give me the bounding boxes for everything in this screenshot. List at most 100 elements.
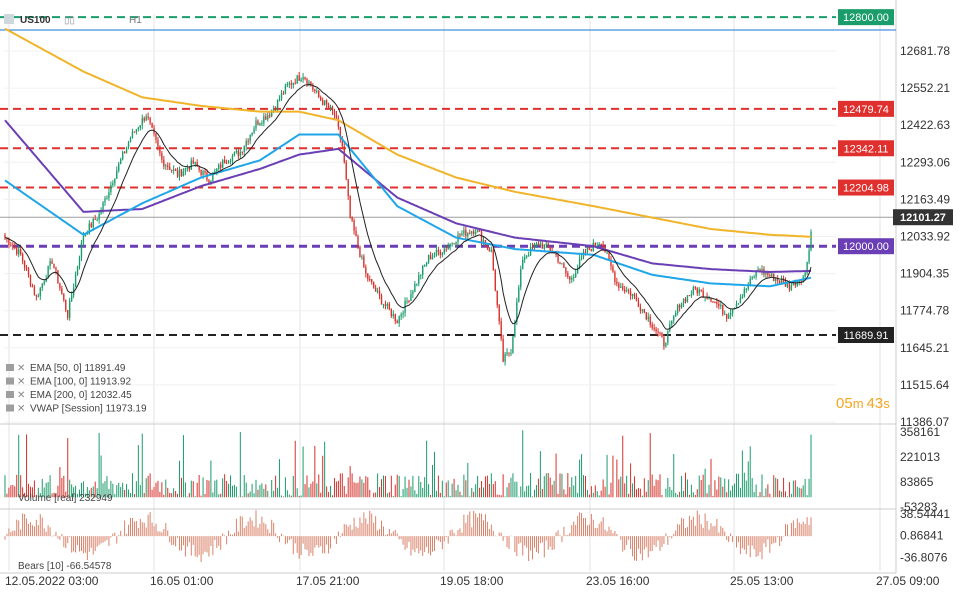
candle-body: [453, 243, 455, 245]
candle-body: [408, 300, 410, 302]
candle-body: [608, 252, 610, 260]
candle-body: [221, 159, 224, 168]
candle-body: [427, 254, 430, 263]
candle-body: [216, 168, 218, 172]
candle-body: [449, 243, 451, 247]
timeframe-label[interactable]: H1: [129, 15, 142, 26]
candle-body: [724, 314, 726, 316]
candle-body: [365, 267, 367, 274]
candle-body: [635, 296, 638, 301]
candle-body: [14, 246, 16, 249]
candle-body: [78, 257, 81, 267]
candle-body: [35, 294, 38, 297]
candle-body: [569, 276, 571, 280]
time-tick-label: 16.05 01:00: [150, 574, 214, 588]
candle-body: [131, 131, 134, 138]
candle-body: [731, 308, 734, 313]
candle-body: [510, 352, 512, 354]
candle-body: [620, 286, 622, 288]
candle-body: [288, 83, 291, 85]
level-tag: [838, 100, 894, 117]
candle-body: [192, 160, 194, 164]
level-tag-label: 12479.74: [843, 104, 889, 116]
candle-body: [333, 110, 336, 115]
candle-body: [661, 333, 663, 338]
legend-settings-icon: [6, 404, 14, 412]
candle-body: [488, 247, 491, 252]
legend-entry: EMA [200, 0] 12032.45: [30, 390, 132, 401]
candle-body: [467, 232, 469, 237]
candle-body: [139, 125, 141, 128]
candle-body: [806, 262, 808, 273]
menu-icon[interactable]: [4, 14, 14, 24]
candle-body: [406, 300, 408, 302]
candle-body: [710, 298, 712, 302]
candle-body: [508, 352, 510, 354]
candle-body: [676, 304, 679, 313]
candle-body: [170, 169, 173, 171]
candle-body: [339, 126, 342, 139]
candle-body: [18, 249, 20, 255]
candle-body: [561, 263, 563, 265]
candle-body: [392, 314, 394, 317]
candle-body: [535, 243, 538, 245]
candle-body: [239, 151, 242, 156]
price-tick-label: 12422.63: [900, 118, 950, 132]
candle-body: [94, 218, 96, 220]
candle-body: [400, 314, 402, 317]
candle-body: [657, 331, 659, 333]
legend-close-icon: ✕: [17, 390, 25, 401]
candle-body: [318, 90, 320, 98]
candle-body: [702, 290, 704, 298]
candle-body: [610, 259, 612, 267]
bears-tick-label: -36.8076: [900, 551, 948, 565]
candle-body: [422, 265, 424, 276]
candle-body: [539, 243, 542, 246]
candle-body: [371, 279, 373, 283]
candle-body: [414, 283, 416, 292]
candle-body: [486, 245, 489, 248]
candle-body: [341, 138, 343, 147]
candle-body: [349, 196, 351, 218]
time-tick-label: 12.05.2022 03:00: [5, 574, 99, 588]
legend-settings-icon: [6, 377, 14, 385]
candle-body: [792, 281, 795, 286]
candle-body: [278, 99, 281, 101]
candle-body: [300, 79, 302, 81]
candle-body: [680, 303, 683, 308]
candle-body: [380, 295, 383, 305]
candle-body: [25, 267, 28, 269]
candle-body: [708, 298, 710, 300]
volume-tick-label: -53283: [900, 500, 938, 514]
candle-body: [653, 327, 655, 330]
candle-body: [796, 281, 798, 286]
candle-body: [559, 262, 561, 264]
ema200-line: [4, 27, 812, 238]
candle-body: [382, 304, 385, 306]
candle-body: [590, 249, 593, 252]
candle-body: [180, 169, 183, 177]
candle-body: [188, 167, 191, 170]
candle-body: [21, 254, 24, 261]
candle-body: [459, 234, 461, 236]
candle-body: [682, 298, 685, 304]
candle-body: [147, 116, 149, 118]
candle-body: [172, 169, 175, 171]
candle-body: [686, 295, 689, 302]
candle-body: [390, 309, 393, 317]
ema50-line: [4, 133, 812, 288]
candle-body: [574, 272, 577, 277]
candle-body: [439, 251, 442, 255]
candle-body: [167, 165, 169, 167]
candle-body: [737, 303, 740, 305]
candle-body: [692, 287, 695, 295]
candle-body: [76, 266, 79, 275]
candle-body: [376, 290, 379, 292]
candle-body: [337, 118, 340, 127]
candle-body: [804, 272, 806, 277]
moving-averages: [4, 27, 812, 330]
chart-type-icon[interactable]: ▯▯: [64, 15, 75, 26]
candle-body: [302, 77, 304, 80]
candle-body: [671, 320, 673, 325]
